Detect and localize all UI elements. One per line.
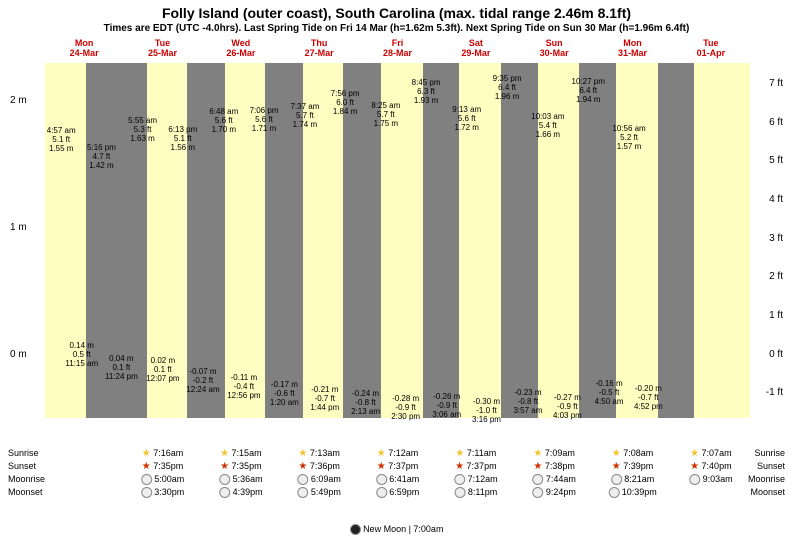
sun-moon-value: 5:00am	[141, 474, 185, 485]
tide-peak-label: 10:56 am5.2 ft1.57 m	[612, 124, 645, 151]
tide-peak-label: -0.26 m-0.9 ft3:06 am	[432, 392, 461, 419]
sun-moon-value: ★ 7:39pm	[612, 461, 654, 472]
sun-moon-value: ★ 7:15am	[220, 448, 262, 459]
sun-moon-row: MoonriseMoonrise 5:00am 5:36am 6:09am 6:…	[0, 474, 793, 487]
sun-moon-value: 6:59pm	[376, 487, 420, 498]
tide-peak-label: -0.24 m-0.8 ft2:13 am	[351, 389, 380, 416]
tide-peak-label: -0.27 m-0.9 ft4:03 pm	[553, 393, 582, 420]
day-header: Tue01-Apr	[672, 38, 750, 58]
day-band	[694, 63, 750, 418]
tide-peak-label: 10:03 am5.4 ft1.66 m	[531, 112, 564, 139]
tide-peak-label: 7:37 am5.7 ft1.74 m	[290, 102, 319, 129]
tide-peak-label: 0.02 m0.1 ft12:07 pm	[146, 356, 179, 383]
tide-peak-label: 10:27 pm6.4 ft1.94 m	[572, 77, 605, 104]
tide-peak-label: 4:57 am5.1 ft1.55 m	[47, 126, 76, 153]
sun-moon-value: 6:09am	[297, 474, 341, 485]
y-axis-m-tick: 0 m	[10, 349, 27, 360]
y-axis-ft-tick: 4 ft	[769, 194, 783, 205]
tide-peak-label: 9:35 pm6.4 ft1.96 m	[493, 74, 522, 101]
day-header: Sat29-Mar	[437, 38, 515, 58]
day-header: Mon24-Mar	[45, 38, 123, 58]
sun-moon-value: ★ 7:09am	[533, 448, 575, 459]
tide-peak-label: 7:56 pm6.0 ft1.84 m	[331, 89, 360, 116]
tide-peak-label: 8:45 pm6.3 ft1.93 m	[412, 78, 441, 105]
sun-moon-value: 8:21am	[611, 474, 655, 485]
sun-moon-value: ★ 7:38pm	[533, 461, 575, 472]
new-moon-label: New Moon | 7:00am	[0, 524, 793, 535]
tide-peak-label: 8:25 am5.7 ft1.75 m	[371, 101, 400, 128]
sun-moon-value: ★ 7:11am	[455, 448, 496, 459]
sun-moon-value: 3:30pm	[141, 487, 185, 498]
sun-moon-value: ★ 7:12am	[377, 448, 419, 459]
y-axis-m-tick: 1 m	[10, 222, 27, 233]
tide-peak-label: 0.14 m0.5 ft11:15 am	[65, 341, 98, 368]
sun-moon-value: ★ 7:36pm	[298, 461, 340, 472]
sun-moon-value: ★ 7:08am	[612, 448, 654, 459]
tide-peak-label: 6:13 pm5.1 ft1.56 m	[168, 125, 197, 152]
day-header: Wed26-Mar	[202, 38, 280, 58]
chart-subtitle: Times are EDT (UTC -4.0hrs). Last Spring…	[0, 23, 793, 34]
tide-peak-label: 5:55 am5.3 ft1.63 m	[128, 116, 157, 143]
sun-moon-value: 6:41am	[376, 474, 420, 485]
day-header: Thu27-Mar	[280, 38, 358, 58]
day-header: Tue25-Mar	[123, 38, 201, 58]
sun-moon-value: 9:24pm	[532, 487, 576, 498]
tide-peak-label: -0.16 m-0.5 ft4:50 am	[595, 379, 624, 406]
sun-moon-value: ★ 7:35pm	[142, 461, 184, 472]
sun-moon-value: ★ 7:40pm	[690, 461, 732, 472]
y-axis-ft-tick: 0 ft	[769, 349, 783, 360]
tide-peak-label: -0.23 m-0.8 ft3:57 am	[513, 388, 542, 415]
y-axis-ft-tick: 5 ft	[769, 155, 783, 166]
sun-moon-value: 9:03am	[689, 474, 733, 485]
sun-moon-value: ★ 7:37pm	[455, 461, 497, 472]
y-axis-ft-tick: 2 ft	[769, 271, 783, 282]
sun-moon-value: 7:12am	[454, 474, 498, 485]
tide-peak-label: -0.28 m-0.9 ft2:30 pm	[391, 394, 420, 421]
sun-moon-value: ★ 7:37pm	[377, 461, 419, 472]
sun-moon-row: SunriseSunrise★ 7:16am★ 7:15am★ 7:13am★ …	[0, 448, 793, 461]
tide-peak-label: -0.11 m-0.4 ft12:56 pm	[227, 373, 260, 400]
y-axis-ft-tick: 6 ft	[769, 117, 783, 128]
sun-moon-value: ★ 7:07am	[690, 448, 732, 459]
sun-moon-value: 7:44am	[532, 474, 576, 485]
day-header: Fri28-Mar	[358, 38, 436, 58]
sun-moon-section: SunriseSunrise★ 7:16am★ 7:15am★ 7:13am★ …	[0, 448, 793, 500]
y-axis-ft-tick: 3 ft	[769, 233, 783, 244]
tide-peak-label: -0.21 m-0.7 ft1:44 pm	[310, 385, 339, 412]
tide-peak-label: 6:48 am5.6 ft1.70 m	[209, 107, 238, 134]
sun-moon-value: 5:49pm	[297, 487, 341, 498]
y-axis-m-tick: 2 m	[10, 95, 27, 106]
sun-moon-value: 10:39pm	[608, 487, 657, 498]
y-axis-ft-tick: -1 ft	[766, 387, 783, 398]
tide-peak-label: -0.30 m-1.0 ft3:16 pm	[472, 397, 501, 424]
y-axis-ft-tick: 1 ft	[769, 310, 783, 321]
tide-peak-label: -0.20 m-0.7 ft4:52 pm	[634, 384, 663, 411]
y-axis-ft-tick: 7 ft	[769, 78, 783, 89]
sun-moon-value: 5:36am	[219, 474, 263, 485]
tide-peak-label: -0.17 m-0.6 ft1:20 am	[270, 380, 299, 407]
day-band	[616, 63, 658, 418]
sun-moon-row: MoonsetMoonset 3:30pm 4:39pm 5:49pm 6:59…	[0, 487, 793, 500]
day-header: Mon31-Mar	[593, 38, 671, 58]
day-header: Sun30-Mar	[515, 38, 593, 58]
sun-moon-value: ★ 7:16am	[142, 448, 184, 459]
sun-moon-row: SunsetSunset★ 7:35pm★ 7:35pm★ 7:36pm★ 7:…	[0, 461, 793, 474]
tide-peak-label: 7:06 pm5.6 ft1.71 m	[250, 106, 279, 133]
sun-moon-value: 8:11pm	[454, 487, 497, 498]
sun-moon-value: ★ 7:13am	[298, 448, 340, 459]
tide-peak-label: -0.07 m-0.2 ft12:24 am	[186, 367, 219, 394]
sun-moon-value: ★ 7:35pm	[220, 461, 262, 472]
tide-peak-label: 9:13 am5.6 ft1.72 m	[452, 105, 481, 132]
tide-peak-label: 0.04 m0.1 ft11:24 pm	[105, 354, 138, 381]
sun-moon-value: 4:39pm	[219, 487, 263, 498]
chart-title: Folly Island (outer coast), South Caroli…	[0, 5, 793, 21]
tide-peak-label: 5:16 pm4.7 ft1.42 m	[87, 143, 116, 170]
tide-chart: Mon24-MarTue25-MarWed26-MarThu27-MarFri2…	[45, 38, 750, 438]
